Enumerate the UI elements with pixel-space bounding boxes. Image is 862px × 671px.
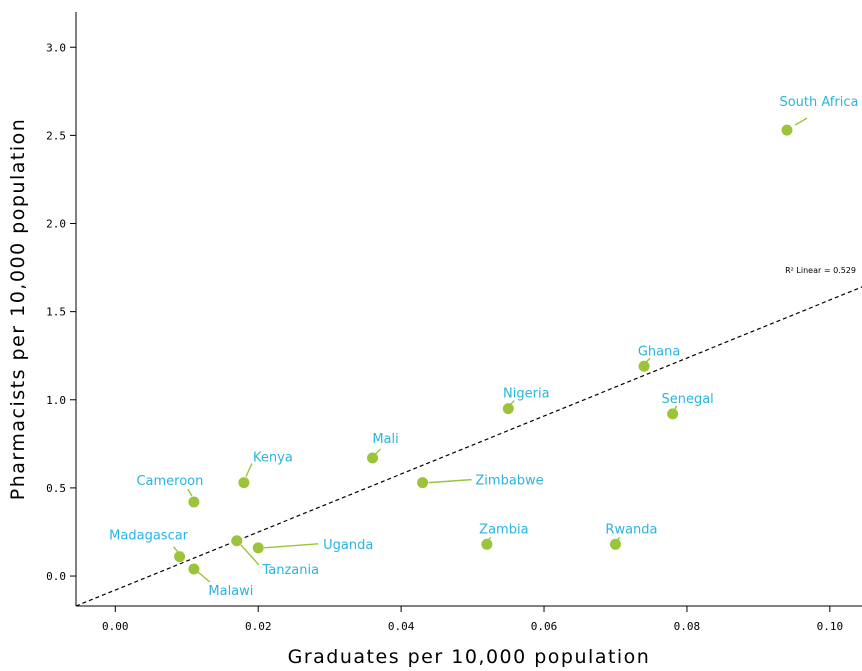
data-point-group: Zimbabwe [417,474,544,489]
y-tick-label: 0.5 [46,482,66,495]
data-point-group: Madagascar [109,529,189,563]
y-tick-label: 0.0 [46,570,66,583]
x-tick-label: 0.06 [531,620,558,633]
data-point [781,124,793,136]
leader-line [197,571,211,583]
x-tick-label: 0.08 [674,620,701,633]
data-point-group: Cameroon [136,474,203,508]
data-point [502,403,514,415]
data-point [231,535,243,547]
leader-line [264,543,319,549]
x-axis: 0.00 0.02 0.04 0.06 0.08 0.10 Graduates per 1… [76,605,862,668]
data-point [252,542,264,554]
point-label: Uganda [323,538,373,553]
leader-line [375,448,382,455]
y-axis: 0.0 0.5 1.0 1.5 2.0 2.5 3.0 Pharmacists per 10… [7,12,77,606]
data-point-group: Uganda [252,538,373,554]
x-tick-label: 0.10 [817,620,844,633]
data-point-group: Rwanda [605,522,658,550]
data-point [238,477,250,489]
leader-line [240,544,260,566]
point-label: South Africa [779,95,858,110]
fit-line-group: R² Linear = 0.529 [75,266,862,607]
fit-line-label: R² Linear = 0.529 [785,266,856,275]
data-point [367,452,379,464]
data-points: South Africa Ghana Senegal Nigeria Mali Kenya… [109,95,858,599]
y-tick-label: 1.0 [46,394,66,407]
leader-line [794,117,808,126]
y-tick-label: 2.0 [46,218,66,231]
y-tick-label: 2.5 [46,129,66,142]
y-tick-label: 3.0 [46,41,66,54]
x-tick-label: 0.00 [102,620,129,633]
data-point [417,477,429,489]
point-label: Malawi [208,584,253,599]
point-label: Mali [372,432,398,447]
data-point [188,563,200,575]
data-point-group: Tanzania [231,535,319,578]
leader-line [428,478,472,484]
leader-line [173,546,179,553]
data-point-group: Kenya [238,451,293,489]
point-label: Madagascar [109,529,189,544]
point-label: Tanzania [261,563,319,578]
data-point-group: Malawi [188,563,253,599]
point-label: Kenya [253,451,293,466]
leader-line [245,463,253,477]
data-point-group: Ghana [638,344,681,372]
point-label: Nigeria [503,387,550,402]
data-point [481,538,493,550]
data-point [609,538,621,550]
data-point-group: South Africa [779,95,858,136]
x-axis-title: Graduates per 10,000 population [288,646,651,668]
linear-fit-line [75,286,862,607]
y-tick-label: 1.5 [46,306,66,319]
point-label: Cameroon [136,474,203,489]
x-tick-label: 0.04 [388,620,415,633]
data-point [188,496,200,508]
data-point-group: Zambia [479,522,529,550]
point-label: Rwanda [605,522,657,537]
point-label: Senegal [661,392,713,407]
data-point-group: Senegal [661,392,714,420]
data-point-group: Mali [367,432,399,464]
point-label: Zimbabwe [475,474,543,489]
leader-line [187,488,193,497]
y-axis-title: Pharmacists per 10,000 population [7,118,29,501]
x-tick-label: 0.02 [245,620,272,633]
data-point [638,360,650,372]
data-point [174,551,186,563]
data-point-group: Nigeria [502,387,550,415]
data-point [667,408,679,420]
point-label: Zambia [479,522,528,537]
point-label: Ghana [638,344,681,359]
